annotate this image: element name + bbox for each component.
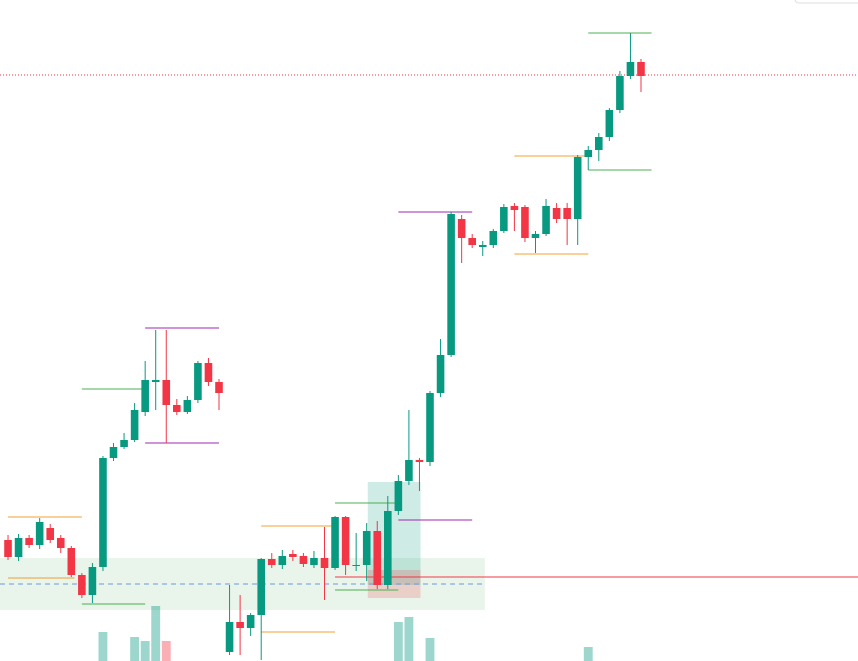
candle-body (35, 522, 44, 545)
candle-body (4, 540, 12, 557)
candle-body (373, 531, 382, 585)
candle-body (341, 517, 350, 565)
volume-bar (140, 641, 150, 661)
candle-body (204, 363, 213, 382)
candle-body (637, 62, 645, 76)
candle-body (257, 559, 266, 615)
candle-body (278, 556, 287, 565)
volume-bar (393, 622, 403, 661)
candle-body (46, 528, 55, 540)
volume-bar (98, 632, 108, 661)
candle-body (594, 137, 603, 150)
candle-body (394, 481, 403, 511)
candle-body (616, 76, 624, 110)
candle-body (415, 460, 424, 462)
candle-body (521, 207, 529, 238)
candle-body (573, 157, 582, 219)
candle-body (468, 238, 476, 245)
candle-body (141, 380, 149, 412)
candle-body (457, 219, 466, 238)
candle-body (542, 206, 550, 234)
candle-body (500, 207, 508, 231)
candle-body (194, 363, 202, 400)
candle-body (25, 538, 33, 545)
candle-body (352, 565, 360, 566)
candle-body (109, 447, 118, 458)
candle-body (447, 214, 455, 355)
candle-body (310, 558, 318, 565)
candle-body (99, 458, 107, 567)
candle-body (120, 440, 128, 447)
candle-body (320, 558, 329, 568)
volume-bar (404, 617, 414, 661)
candle-body (584, 150, 593, 157)
candle-body (384, 511, 392, 585)
volume-bar (425, 638, 435, 661)
candle-body (267, 559, 276, 565)
candle-body (552, 208, 561, 219)
candle-body (362, 531, 371, 565)
candle-body (246, 615, 255, 628)
candle-body (531, 234, 540, 238)
candle-body (183, 400, 192, 412)
corner-widget (794, 0, 858, 4)
candle-body (426, 393, 434, 462)
volume-bar (151, 606, 161, 661)
volume-bar (583, 647, 593, 661)
candle-body (14, 538, 23, 557)
candle-body (605, 110, 614, 137)
candle-body (289, 554, 297, 557)
candle-body (88, 567, 97, 595)
candle-body (626, 62, 635, 76)
candle-body (225, 622, 234, 652)
candle-body (78, 575, 86, 595)
candle-body (67, 548, 76, 575)
volume-bar (130, 637, 140, 661)
candle-body (436, 355, 445, 393)
candle-body (151, 380, 160, 382)
volume-bar (161, 641, 171, 661)
candle-body (236, 622, 244, 628)
candle-body (173, 405, 181, 412)
candle-body (489, 231, 498, 245)
candle-body (56, 538, 65, 548)
candle-body (215, 382, 223, 393)
candle-body (299, 556, 308, 564)
candle-body (563, 208, 571, 219)
candle-body (405, 460, 413, 481)
candle-body (478, 245, 487, 247)
candle-body (510, 206, 519, 210)
candle-body (331, 517, 339, 568)
candle-body (130, 410, 139, 440)
candle-body (162, 380, 171, 405)
